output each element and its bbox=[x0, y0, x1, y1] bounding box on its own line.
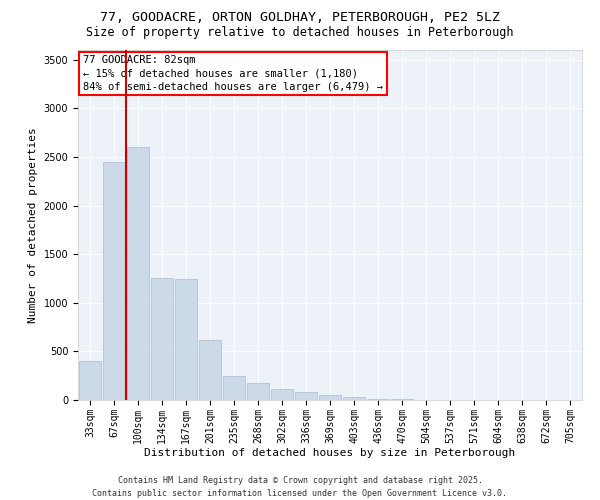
Y-axis label: Number of detached properties: Number of detached properties bbox=[28, 127, 38, 323]
Bar bbox=[247, 384, 269, 400]
Bar bbox=[79, 361, 101, 400]
Bar bbox=[295, 392, 317, 400]
Bar bbox=[103, 162, 125, 400]
Bar bbox=[175, 280, 197, 400]
Bar bbox=[223, 376, 245, 400]
X-axis label: Distribution of detached houses by size in Peterborough: Distribution of detached houses by size … bbox=[145, 448, 515, 458]
Bar bbox=[271, 390, 293, 400]
Text: Size of property relative to detached houses in Peterborough: Size of property relative to detached ho… bbox=[86, 26, 514, 39]
Bar bbox=[391, 399, 413, 400]
Text: 77, GOODACRE, ORTON GOLDHAY, PETERBOROUGH, PE2 5LZ: 77, GOODACRE, ORTON GOLDHAY, PETERBOROUG… bbox=[100, 11, 500, 24]
Bar bbox=[367, 398, 389, 400]
Bar bbox=[151, 278, 173, 400]
Bar bbox=[199, 340, 221, 400]
Bar bbox=[343, 397, 365, 400]
Bar bbox=[127, 147, 149, 400]
Bar bbox=[319, 395, 341, 400]
Text: 77 GOODACRE: 82sqm
← 15% of detached houses are smaller (1,180)
84% of semi-deta: 77 GOODACRE: 82sqm ← 15% of detached hou… bbox=[83, 56, 383, 92]
Text: Contains HM Land Registry data © Crown copyright and database right 2025.
Contai: Contains HM Land Registry data © Crown c… bbox=[92, 476, 508, 498]
